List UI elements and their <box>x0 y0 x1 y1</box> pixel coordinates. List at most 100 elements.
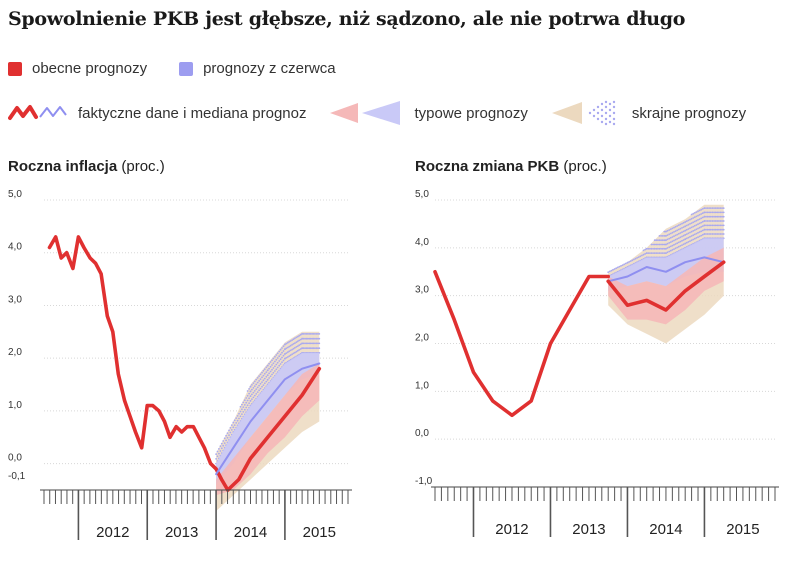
extreme-dot <box>308 333 311 335</box>
extreme-dot <box>719 215 722 218</box>
extreme-dot <box>718 207 720 210</box>
extreme-dot <box>295 346 298 348</box>
extreme-dot <box>281 351 283 354</box>
extreme-dot <box>311 347 314 350</box>
extreme-dot <box>677 224 680 227</box>
extreme-dot <box>312 333 315 335</box>
extreme-dot <box>687 236 690 239</box>
extreme-dot <box>663 243 666 246</box>
chart-title: Spowolnienie PKB jest głębsze, niż sądzo… <box>8 8 686 30</box>
extreme-dot <box>242 406 245 408</box>
extreme-dot <box>709 207 712 210</box>
extreme-dot <box>298 339 301 342</box>
extreme-dot <box>633 258 635 261</box>
extreme-dot <box>668 237 671 240</box>
extreme-dot <box>661 243 664 246</box>
extreme-dot <box>272 362 275 365</box>
legend-label-june: prognozy z czerwca <box>203 60 336 77</box>
extreme-dot <box>251 388 253 391</box>
extreme-dot <box>655 243 658 246</box>
extreme-dot <box>690 213 693 216</box>
extreme-dot <box>682 226 685 229</box>
extreme-dot <box>286 341 289 344</box>
extreme-dot <box>306 333 309 335</box>
extreme-dot <box>219 445 222 448</box>
extreme-dot <box>236 415 239 417</box>
extreme-dot <box>292 352 295 355</box>
panel-title-inflation: Roczna inflacja (proc.) <box>8 158 165 175</box>
extreme-dot <box>721 224 723 227</box>
extreme-dot <box>246 404 249 407</box>
extreme-dot <box>289 354 292 357</box>
extreme-dot <box>689 231 691 234</box>
extreme-dot <box>311 337 314 340</box>
extreme-dot <box>703 228 706 231</box>
y-tick-label: 4,0 <box>8 242 22 253</box>
extreme-dot <box>665 247 667 250</box>
extreme-dot <box>276 352 279 355</box>
extreme-dot <box>309 342 312 345</box>
extreme-dot <box>294 337 296 340</box>
extreme-dot <box>677 232 680 235</box>
extreme-dot <box>716 228 719 231</box>
extreme-dot <box>713 211 715 214</box>
extreme-dot <box>259 373 262 376</box>
extreme-dot <box>301 342 303 345</box>
extreme-dot <box>668 246 671 249</box>
extreme-dot <box>245 401 248 404</box>
extreme-dot <box>705 215 707 218</box>
extreme-dot <box>682 230 685 233</box>
extreme-dot <box>669 241 672 244</box>
extreme-dot <box>241 403 243 406</box>
extreme-dot <box>718 228 720 231</box>
extreme-dot <box>239 410 242 413</box>
extreme-dot <box>689 235 691 238</box>
extreme-dot <box>618 265 621 268</box>
extreme-dot <box>705 233 707 235</box>
extreme-dot <box>230 429 233 431</box>
extreme-dot <box>711 233 714 235</box>
extreme-dot <box>666 234 669 237</box>
extreme-dot <box>272 367 275 369</box>
extreme-dot <box>243 408 246 411</box>
extreme-dot <box>284 357 286 360</box>
extreme-dot <box>681 222 683 225</box>
extreme-dot <box>697 227 699 230</box>
extreme-dot <box>271 368 273 371</box>
extreme-dot <box>706 215 709 218</box>
extreme-dot <box>676 225 679 227</box>
x-tick-label: 2012 <box>495 521 528 538</box>
extreme-dot <box>682 243 685 246</box>
extreme-dot <box>714 228 717 231</box>
extreme-dot <box>311 342 314 345</box>
y-tick-label: 2,0 <box>415 333 429 344</box>
extreme-dot <box>291 339 293 341</box>
extreme-dot <box>655 252 658 255</box>
extreme-dot <box>666 251 669 254</box>
extreme-dots <box>215 333 321 465</box>
extreme-dot <box>668 250 671 253</box>
extreme-dot <box>700 213 703 215</box>
extreme-dot <box>693 237 696 240</box>
extreme-dot <box>248 392 251 395</box>
extreme-dot <box>288 340 291 343</box>
extreme-dot <box>703 233 706 235</box>
extreme-dot <box>226 432 229 434</box>
extreme-dot <box>713 220 715 222</box>
extreme-dot <box>268 377 270 379</box>
extreme-dot <box>288 355 291 357</box>
extreme-dot <box>663 252 666 255</box>
extreme-dot <box>610 269 613 272</box>
extreme-dot <box>701 216 704 219</box>
extreme-dot <box>219 450 222 452</box>
legend-typical-band-icon <box>330 101 401 125</box>
extreme-dot <box>263 377 266 380</box>
extreme-dot <box>703 224 706 227</box>
extreme-dot <box>671 231 674 234</box>
extreme-dot <box>721 220 723 222</box>
legend-label-extreme: skrajne prognozy <box>631 104 747 122</box>
x-tick-label: 2012 <box>96 524 129 541</box>
extreme-dot <box>282 354 285 357</box>
extreme-dot <box>261 376 263 379</box>
extreme-dot <box>665 239 667 242</box>
